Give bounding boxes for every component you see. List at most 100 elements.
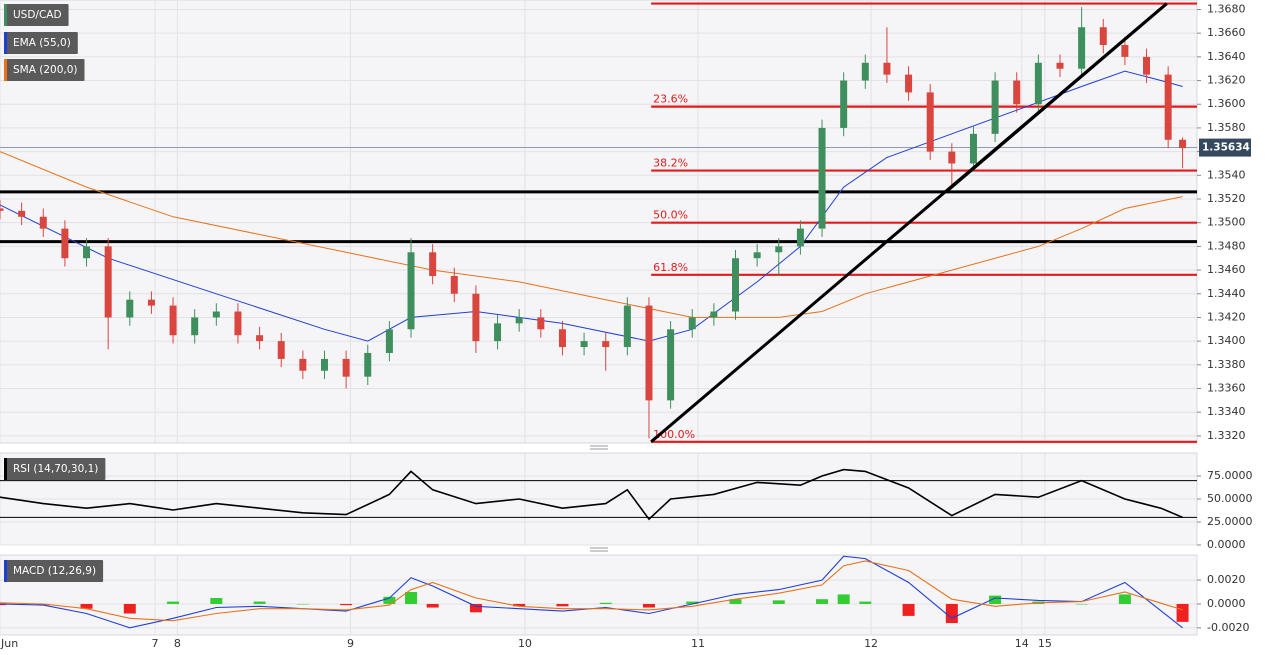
y-tick-label: 1.3600 xyxy=(1207,97,1246,110)
x-tick-label: 10 xyxy=(518,637,532,650)
indicator-label-stripe xyxy=(4,32,7,54)
candle-body xyxy=(83,246,91,259)
last-price-box xyxy=(1199,138,1251,157)
y-tick-label: 0.0000 xyxy=(1207,538,1246,551)
candle-body xyxy=(905,74,913,93)
candle-body xyxy=(1078,27,1086,69)
x-tick-label: 14 xyxy=(1015,637,1029,650)
y-tick-label: 1.3400 xyxy=(1207,334,1246,347)
candle-body xyxy=(580,341,588,348)
y-tick-label: 1.3640 xyxy=(1207,50,1246,63)
indicator-label: EMA (55,0) xyxy=(13,37,71,49)
candle-body xyxy=(1099,27,1107,46)
y-tick-label: 50.0000 xyxy=(1207,492,1253,505)
candle-body xyxy=(732,258,740,312)
candle-body xyxy=(104,246,112,318)
candle-body xyxy=(775,246,783,253)
y-tick-label: 1.3680 xyxy=(1207,2,1246,15)
candle-body xyxy=(385,329,393,353)
candle-body xyxy=(991,80,999,134)
histogram-bar xyxy=(902,603,915,616)
candle-body xyxy=(818,127,826,229)
histogram-bar xyxy=(469,603,482,613)
y-tick-label: 25.0000 xyxy=(1207,515,1253,528)
histogram-bar xyxy=(1075,603,1088,605)
candle-body xyxy=(840,80,848,128)
y-tick-label: 1.3420 xyxy=(1207,310,1246,323)
y-tick-label: 1.3660 xyxy=(1207,26,1246,39)
indicator-label-stripe xyxy=(4,458,7,480)
histogram-bar xyxy=(340,603,353,606)
histogram-bar xyxy=(556,603,569,607)
candle-body xyxy=(1164,74,1172,140)
histogram-bar xyxy=(167,601,180,604)
histogram-bar xyxy=(686,601,699,604)
y-tick-label: 1.3580 xyxy=(1207,121,1246,134)
indicator-label-box xyxy=(4,560,104,582)
candle-body xyxy=(623,305,631,348)
y-tick-label: 1.3320 xyxy=(1207,429,1246,442)
candle-body xyxy=(126,299,134,318)
histogram-bar xyxy=(772,600,785,604)
fib-label: 38.2% xyxy=(653,157,688,170)
candle-body xyxy=(407,252,415,330)
x-tick-label: Jun xyxy=(0,637,18,650)
fib-label: 50.0% xyxy=(653,209,688,222)
y-tick-label: 1.3440 xyxy=(1207,287,1246,300)
panel-layer xyxy=(0,453,1197,546)
candle-body xyxy=(883,62,891,75)
y-tick-label: 1.3380 xyxy=(1207,358,1246,371)
price-panel xyxy=(0,0,1198,444)
candle-body xyxy=(667,329,675,401)
candle-body xyxy=(1034,62,1042,105)
histogram-bar xyxy=(837,594,850,604)
indicator-label: MACD (12,26,9) xyxy=(13,565,96,577)
x-tick-label: 11 xyxy=(691,637,705,650)
y-tick-label: 1.3540 xyxy=(1207,168,1246,181)
candle-body xyxy=(710,311,718,318)
indicator-label: SMA (200,0) xyxy=(13,64,78,76)
indicator-label: RSI (14,70,30,1) xyxy=(13,463,98,475)
candle-body xyxy=(1013,80,1021,105)
histogram-bar xyxy=(426,603,439,608)
histogram-bar xyxy=(253,601,266,604)
indicator-label-stripe xyxy=(4,59,7,81)
x-tick-label: 9 xyxy=(347,637,354,650)
histogram-bar xyxy=(599,602,612,604)
candle-body xyxy=(299,358,307,371)
histogram-bar xyxy=(123,603,136,614)
overlay-line xyxy=(0,70,1183,342)
candle-body xyxy=(537,317,545,330)
candle-body xyxy=(796,228,804,247)
candle-body xyxy=(688,317,696,330)
histogram-bar xyxy=(296,603,309,605)
panel-grip[interactable] xyxy=(590,547,608,552)
y-tick-label: 1.3460 xyxy=(1207,263,1246,276)
candle-body xyxy=(147,299,155,306)
last-price-label: 1.35634 xyxy=(1202,142,1250,154)
y-tick-label: 75.0000 xyxy=(1207,469,1253,482)
histogram-bar xyxy=(383,596,396,604)
candle-body xyxy=(602,341,610,348)
histogram-bar xyxy=(816,599,829,604)
candle-body xyxy=(861,62,869,81)
y-tick-label: 1.3360 xyxy=(1207,382,1246,395)
panel-grip[interactable] xyxy=(590,445,608,450)
candle-body xyxy=(450,275,458,294)
candle-body xyxy=(969,133,977,164)
macd-line xyxy=(0,555,1183,629)
candle-body xyxy=(212,311,220,318)
candle-body xyxy=(429,252,437,276)
histogram-bar xyxy=(1118,594,1131,604)
histogram-bar xyxy=(642,603,655,608)
candle-body xyxy=(277,341,285,359)
y-tick-label: 1.3500 xyxy=(1207,216,1246,229)
macd-panel xyxy=(0,554,1198,636)
histogram-bar xyxy=(859,601,872,604)
candle-body xyxy=(234,311,242,336)
fib-label: 23.6% xyxy=(653,93,688,106)
candle-body xyxy=(1143,56,1151,75)
histogram-bar xyxy=(989,595,1002,604)
rsi-line xyxy=(0,468,1183,521)
